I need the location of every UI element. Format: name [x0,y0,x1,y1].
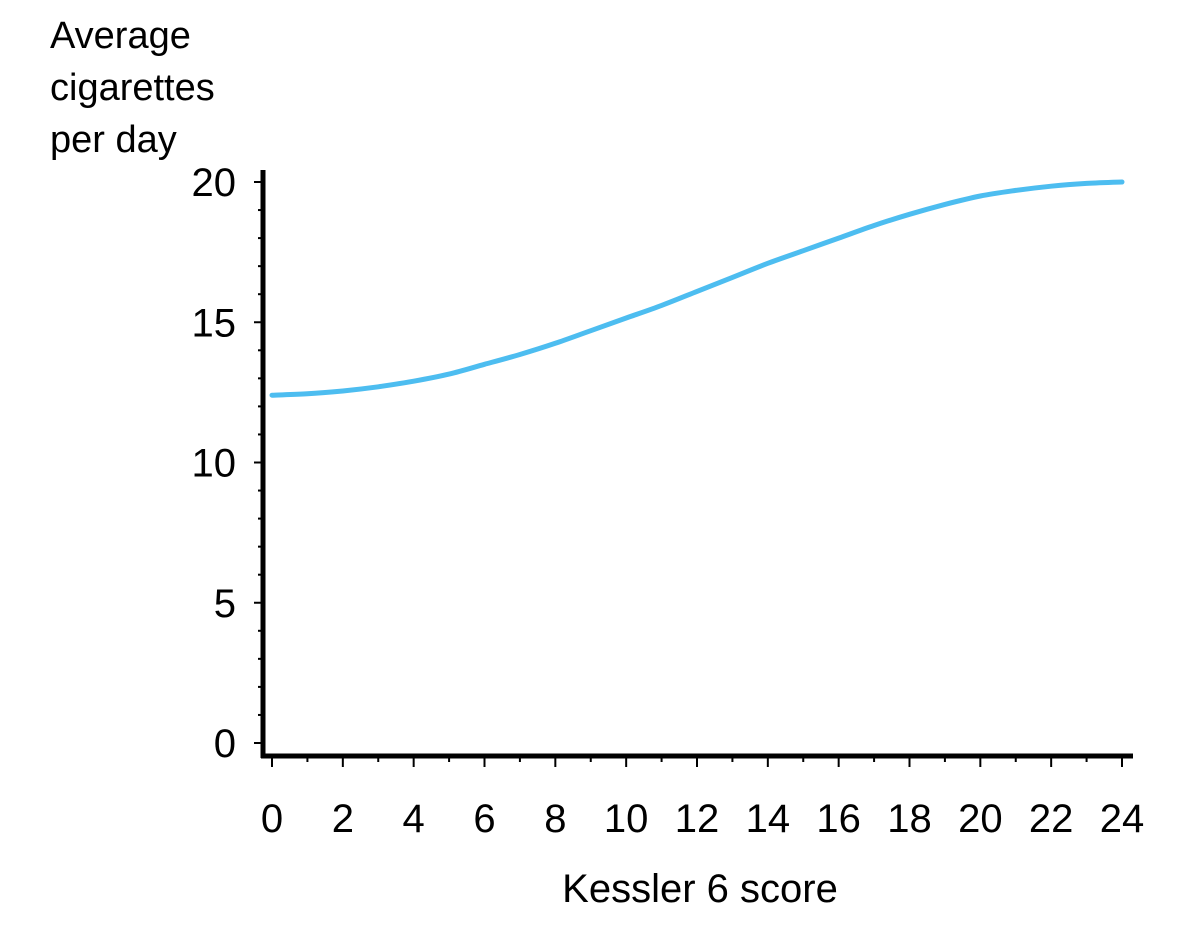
axes [260,170,1133,759]
x-axis-label: Kessler 6 score [562,867,838,911]
x-tick-label: 6 [473,797,495,841]
y-axis-label: Average cigarettes per day [50,15,215,161]
y-axis-label-line: per day [50,119,177,161]
x-tick-label: 14 [746,797,791,841]
x-tick-label: 2 [332,797,354,841]
y-tick-label: 15 [192,301,237,345]
y-tick-label: 0 [214,722,236,766]
x-tick-label: 4 [403,797,425,841]
x-tick-label: 22 [1029,797,1074,841]
x-tick-label: 16 [816,797,861,841]
x-tick-label: 10 [604,797,649,841]
y-tick-label: 10 [192,442,237,486]
y-axis-label-line: cigarettes [50,67,215,109]
y-tick-label: 5 [214,582,236,626]
x-tick-label: 0 [261,797,283,841]
y-axis-ticks: 0 5 10 15 20 [192,161,263,766]
x-tick-label: 20 [958,797,1003,841]
x-tick-label: 24 [1100,797,1145,841]
y-tick-label: 20 [192,161,237,205]
x-tick-label: 8 [544,797,566,841]
x-tick-label: 12 [675,797,720,841]
series-lines [269,179,1125,398]
y-axis-label-line: Average [50,15,191,57]
x-axis-ticks: 0 2 4 6 8 10 12 14 16 18 20 22 24 [261,756,1144,841]
x-tick-label: 18 [887,797,932,841]
series-line [269,179,1125,398]
